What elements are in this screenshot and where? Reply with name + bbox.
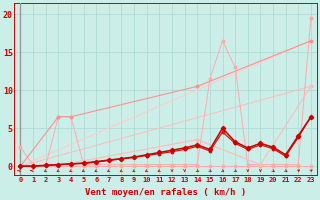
X-axis label: Vent moyen/en rafales ( km/h ): Vent moyen/en rafales ( km/h ) bbox=[85, 188, 246, 197]
